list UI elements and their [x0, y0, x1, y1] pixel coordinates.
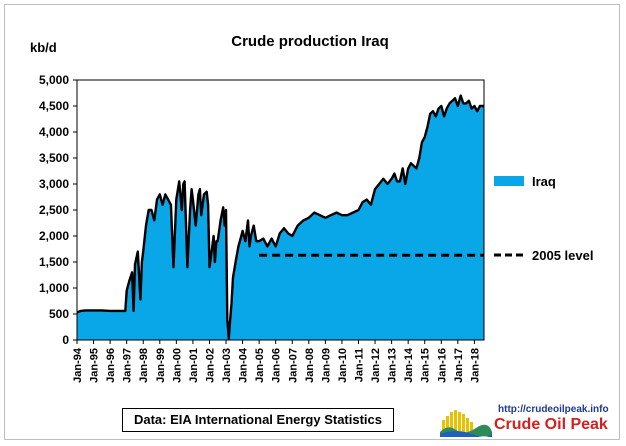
- x-tick-label: Jan-13: [387, 348, 399, 383]
- x-tick-label: Jan-04: [238, 347, 250, 383]
- oil-drops-logo-icon: [438, 408, 494, 437]
- x-axis-ticks: Jan-94 Jan-95 Jan-96 Jan-97 Jan-98 Jan-99 Jan-…: [72, 340, 481, 383]
- x-tick-label: Jan-98: [138, 348, 150, 383]
- x-tick-label: Jan-02: [205, 348, 217, 383]
- brand-name: Crude Oil Peak: [494, 416, 608, 433]
- y-tick-label: 3,000: [39, 177, 69, 191]
- chart-frame: [4, 4, 620, 440]
- y-tick-label: 3,500: [39, 151, 69, 165]
- x-tick-label: Jan-99: [155, 348, 167, 383]
- y-tick-label: 2,500: [39, 203, 69, 217]
- brand-url[interactable]: http://crudeoilpeak.info: [498, 404, 609, 415]
- x-tick-label: Jan-07: [287, 348, 299, 383]
- x-tick-label: Jan-11: [354, 348, 366, 382]
- x-tick-label: Jan-03: [221, 348, 233, 383]
- legend: Iraq 2005 level: [494, 174, 593, 263]
- chart-title: Crude production Iraq: [231, 33, 389, 50]
- y-tick-label: 5,000: [39, 73, 69, 87]
- x-tick-label: Jan-15: [420, 348, 432, 383]
- x-tick-label: Jan-96: [105, 348, 117, 383]
- series-area-iraq: [77, 95, 484, 340]
- y-tick-label: 1,000: [39, 281, 69, 295]
- data-source-box: Data: EIA International Energy Statistic…: [122, 408, 394, 432]
- x-tick-label: Jan-06: [271, 348, 283, 383]
- x-tick-label: Jan-16: [436, 348, 448, 383]
- y-axis-ticks: 0 500 1,000 1,500 2,000 2,500 3,000 3,500 4,000 4…: [39, 73, 77, 347]
- legend-label-iraq: Iraq: [532, 174, 556, 189]
- x-tick-label: Jan-08: [304, 348, 316, 383]
- x-tick-label: Jan-97: [122, 348, 134, 383]
- x-tick-label: Jan-12: [370, 348, 382, 383]
- y-tick-label: 4,000: [39, 125, 69, 139]
- x-tick-label: Jan-18: [469, 348, 481, 383]
- y-tick-label: 0: [62, 333, 69, 347]
- legend-label-2005-level: 2005 level: [532, 248, 593, 263]
- plot-area: [76, 79, 485, 341]
- x-tick-label: Jan-05: [254, 348, 266, 383]
- y-tick-label: 500: [49, 307, 69, 321]
- x-tick-label: Jan-17: [453, 348, 465, 383]
- x-tick-label: Jan-95: [89, 348, 101, 383]
- y-axis-unit-label: kb/d: [30, 40, 57, 55]
- brand-logo-block: http://crudeoilpeak.info Crude Oil Peak: [436, 402, 616, 438]
- x-tick-label: Jan-10: [337, 348, 349, 383]
- y-tick-label: 1,500: [39, 255, 69, 269]
- x-tick-label: Jan-09: [320, 348, 332, 383]
- x-tick-label: Jan-14: [403, 347, 415, 383]
- y-tick-label: 2,000: [39, 229, 69, 243]
- x-tick-label: Jan-00: [171, 348, 183, 383]
- x-tick-label: Jan-01: [188, 348, 200, 383]
- x-tick-label: Jan-94: [72, 347, 84, 383]
- series-outline-iraq: [76, 94, 484, 340]
- y-tick-label: 4,500: [39, 99, 69, 113]
- legend-swatch-iraq: [494, 176, 524, 186]
